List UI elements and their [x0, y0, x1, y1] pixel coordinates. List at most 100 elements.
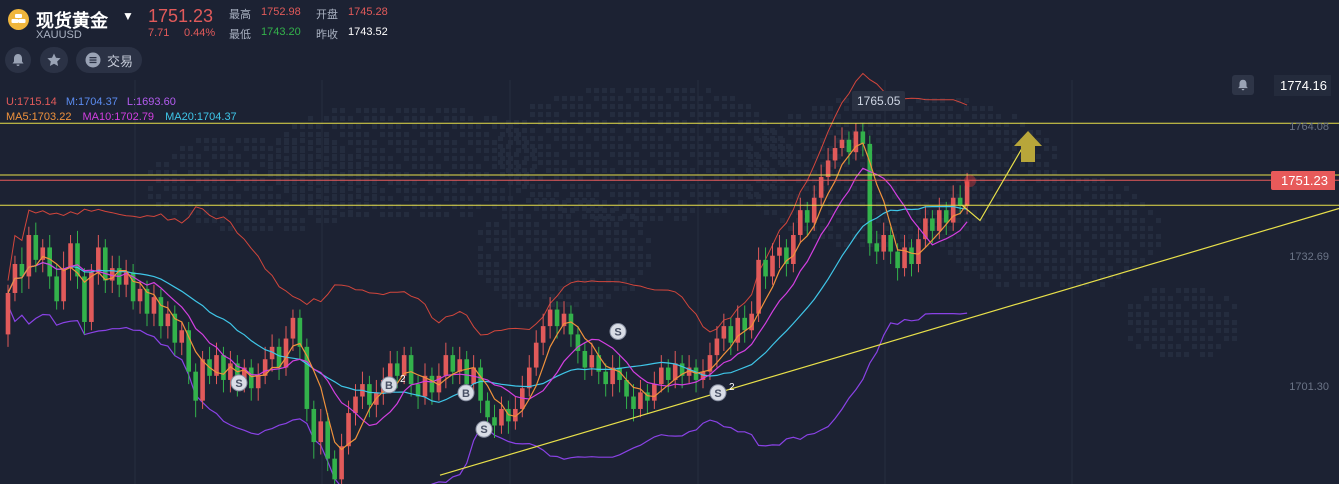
map-dot — [276, 194, 281, 199]
map-dot — [1028, 170, 1033, 175]
map-dot — [1068, 210, 1073, 215]
map-dot — [538, 200, 543, 205]
favorite-button[interactable] — [40, 47, 68, 73]
map-dot — [372, 186, 377, 191]
map-dot — [506, 168, 511, 173]
map-dot — [988, 122, 993, 127]
map-dot — [1156, 218, 1161, 223]
map-dot — [1124, 218, 1129, 223]
candle-body — [165, 313, 171, 327]
map-dot — [658, 192, 663, 197]
map-dot — [524, 148, 529, 153]
map-dot — [860, 218, 865, 223]
map-dot — [764, 146, 769, 151]
map-dot — [1004, 146, 1009, 151]
map-dot — [468, 180, 473, 185]
map-dot — [722, 208, 727, 213]
map-dot — [332, 124, 337, 129]
map-dot — [650, 128, 655, 133]
map-dot — [642, 96, 647, 101]
map-dot — [828, 130, 833, 135]
map-dot — [308, 124, 313, 129]
map-dot — [1092, 234, 1097, 239]
map-dot — [566, 238, 571, 243]
map-dot — [948, 154, 953, 159]
map-dot — [196, 210, 201, 215]
map-dot — [1068, 266, 1073, 271]
map-dot — [1160, 296, 1165, 301]
map-dot — [1108, 266, 1113, 271]
map-dot — [804, 186, 809, 191]
price-alert-button[interactable] — [1232, 75, 1254, 95]
map-dot — [538, 192, 543, 197]
map-dot — [988, 146, 993, 151]
map-dot — [516, 180, 521, 185]
map-dot — [212, 194, 217, 199]
map-dot — [988, 114, 993, 119]
map-dot — [722, 176, 727, 181]
map-dot — [372, 204, 377, 209]
map-dot — [164, 162, 169, 167]
map-dot — [972, 250, 977, 255]
map-dot — [626, 152, 631, 157]
map-dot — [772, 186, 777, 191]
map-dot — [236, 162, 241, 167]
map-dot — [1176, 320, 1181, 325]
map-dot — [526, 222, 531, 227]
map-dot — [340, 202, 345, 207]
alert-button[interactable] — [5, 47, 31, 73]
map-dot — [980, 146, 985, 151]
map-dot — [486, 222, 491, 227]
candle-body — [242, 367, 247, 385]
map-dot — [436, 212, 441, 217]
map-dot — [820, 138, 825, 143]
map-dot — [956, 138, 961, 143]
map-dot — [570, 112, 575, 117]
candle-body — [707, 355, 713, 372]
map-dot — [228, 210, 233, 215]
map-dot — [706, 184, 711, 189]
map-dot — [332, 218, 337, 223]
map-dot — [634, 200, 639, 205]
instrument-title[interactable]: 现货黄金 — [36, 11, 108, 31]
map-dot — [570, 104, 575, 109]
map-dot — [1148, 242, 1153, 247]
map-dot — [372, 164, 377, 169]
map-dot — [780, 146, 785, 151]
map-dot — [558, 294, 563, 299]
map-dot — [932, 154, 937, 159]
map-dot — [730, 184, 735, 189]
map-dot — [308, 210, 313, 215]
map-dot — [1100, 234, 1105, 239]
candle-body — [61, 268, 66, 302]
candle-body — [262, 359, 268, 376]
candle-body — [798, 210, 803, 236]
map-dot — [682, 208, 687, 213]
map-dot — [356, 124, 361, 129]
map-dot — [638, 222, 643, 227]
map-dot — [730, 112, 735, 117]
map-dot — [396, 124, 401, 129]
y-tick-1764: 1764.08 — [1289, 121, 1329, 133]
map-dot — [964, 250, 969, 255]
map-dot — [884, 130, 889, 135]
map-dot — [900, 202, 905, 207]
map-dot — [924, 122, 929, 127]
map-dot — [706, 112, 711, 117]
map-dot — [594, 96, 599, 101]
map-dot — [396, 132, 401, 137]
map-dot — [204, 186, 209, 191]
map-dot — [602, 184, 607, 189]
trade-button[interactable]: 交易 — [76, 47, 142, 73]
map-dot — [518, 230, 523, 235]
map-dot — [492, 164, 497, 169]
map-dot — [658, 200, 663, 205]
map-dot — [988, 266, 993, 271]
map-dot — [988, 170, 993, 175]
map-dot — [1168, 304, 1173, 309]
candle-body — [485, 400, 490, 418]
map-dot — [332, 154, 337, 159]
chevron-down-icon[interactable]: ▼ — [122, 9, 134, 23]
map-dot — [562, 184, 567, 189]
